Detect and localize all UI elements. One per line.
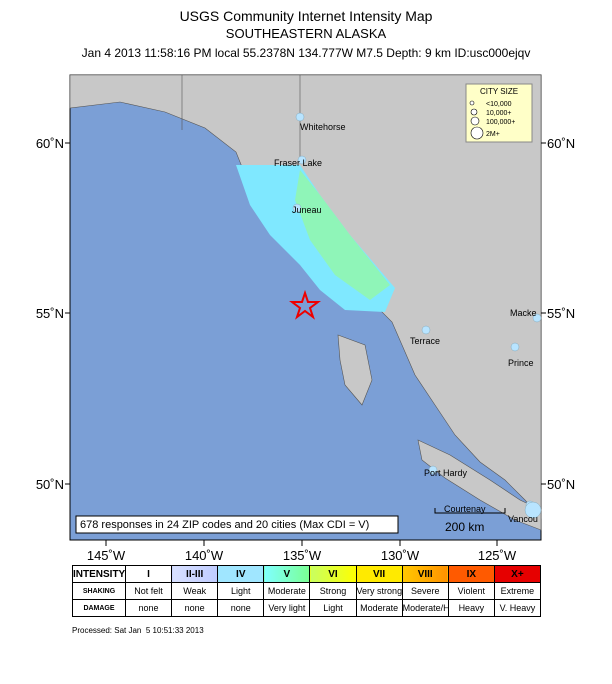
city-label: Prince <box>508 358 534 368</box>
city <box>428 465 438 475</box>
intensity-v <box>295 170 390 300</box>
legend-cell: II-III <box>171 565 219 583</box>
legend-cell: V. Heavy <box>493 599 542 617</box>
city-label: Whitehorse <box>300 122 346 132</box>
scale-label: 200 km <box>445 520 484 534</box>
size-marker <box>469 100 475 106</box>
lon-label: 125˚W <box>478 548 517 560</box>
city <box>421 325 431 335</box>
size-marker <box>470 108 478 116</box>
city-label: Juneau <box>292 205 322 215</box>
legend-cell: V <box>263 565 311 583</box>
lon-label: 140˚W <box>185 548 224 560</box>
legend-cell: Extreme <box>493 582 542 600</box>
legend-cell: Very strong <box>355 582 403 600</box>
city <box>532 313 542 323</box>
size-marker <box>470 116 480 126</box>
city-label: Vancou <box>508 514 538 524</box>
footer: Processed: Sat Jan 5 10:51:33 2013 <box>72 626 204 635</box>
size-marker <box>470 126 484 140</box>
city <box>524 501 542 519</box>
legend-cell: Moderate <box>355 599 403 617</box>
legend-cell: none <box>171 599 219 617</box>
legend-cell: Weak <box>171 582 219 600</box>
city <box>295 112 305 122</box>
legend-cell: Very light <box>263 599 311 617</box>
title: USGS Community Internet Intensity Map <box>179 8 433 24</box>
city-label: Port Hardy <box>424 468 468 478</box>
size-label: 2M+ <box>486 131 500 138</box>
lat-label: 55˚N <box>36 306 64 321</box>
legend-cell: Severe <box>401 582 449 600</box>
lon-label: 135˚W <box>283 548 322 560</box>
scale-bar <box>434 508 506 514</box>
legend-cell: IV <box>217 565 265 583</box>
legend-cell: Moderate <box>263 582 311 600</box>
city-size-title: CITY SIZE <box>480 87 518 96</box>
legend-cell: IX <box>447 565 495 583</box>
legend-cell: Not felt <box>124 582 173 600</box>
city-label: Terrace <box>410 336 440 346</box>
city <box>297 155 307 165</box>
legend-cell: SHAKING <box>72 582 126 600</box>
city <box>510 342 520 352</box>
lat-label: 60˚N <box>36 136 64 151</box>
legend-row: INTENSITY I II-III IV V VI VII VIII IX X+ <box>72 565 542 583</box>
legend-cell: none <box>217 599 265 617</box>
size-label: <10,000 <box>486 101 512 108</box>
size-label: 10,000+ <box>486 110 512 117</box>
legend-cell: Strong <box>309 582 357 600</box>
city-label: Courtenay <box>444 504 486 514</box>
legend-cell: X+ <box>493 565 542 583</box>
epicenter <box>289 289 321 320</box>
legend-row: SHAKING Not felt Weak Light Moderate Strong Ve… <box>72 582 542 600</box>
city-label: Fraser Lake <box>274 158 322 168</box>
city <box>292 203 302 213</box>
legend-cell: INTENSITY <box>72 565 126 583</box>
legend-cell: Light <box>309 599 357 617</box>
legend-row: DAMAGE none none none Very light Light Moderat… <box>72 599 542 617</box>
legend-cell: none <box>124 599 173 617</box>
map: CITY SIZE 678 responses in 24 ZIP codes … <box>36 74 575 560</box>
legend-cell: DAMAGE <box>72 599 126 617</box>
event-info: Jan 4 2013 11:58:16 PM local 55.2378N 13… <box>81 46 531 60</box>
lon-label: 130˚W <box>381 548 420 560</box>
responses-box <box>75 515 399 534</box>
lat-label: 60˚N <box>547 136 575 151</box>
legend-cell: VIII <box>401 565 449 583</box>
size-label: 100,000+ <box>486 119 515 126</box>
legend-cell: Moderate/Heavy <box>401 599 449 617</box>
city-label: Macke <box>510 308 537 318</box>
intensity-legend: INTENSITY I II-III IV V VI VII VIII IX X+ SHAKING N… <box>72 565 542 617</box>
legend-cell: VI <box>309 565 357 583</box>
lat-label: 50˚N <box>36 477 64 492</box>
responses: 678 responses in 24 ZIP codes and 20 cit… <box>80 519 369 531</box>
island <box>417 439 542 531</box>
legend-cell: I <box>124 565 173 583</box>
region: SOUTHEASTERN ALASKA <box>225 26 387 41</box>
island <box>337 334 373 406</box>
lon-label: 145˚W <box>87 548 126 560</box>
legend-cell: Light <box>217 582 265 600</box>
legend-cell: Heavy <box>447 599 495 617</box>
legend-cell: Violent <box>447 582 495 600</box>
lat-label: 55˚N <box>547 306 575 321</box>
lat-label: 50˚N <box>547 477 575 492</box>
legend-cell: VII <box>355 565 403 583</box>
